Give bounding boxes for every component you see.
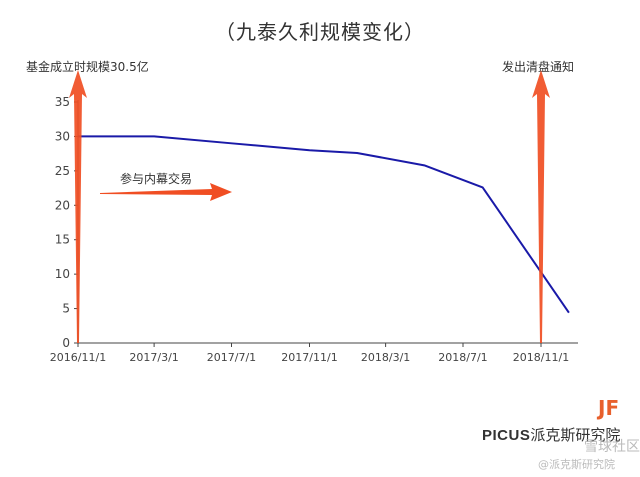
arrow-fund-launch	[69, 70, 87, 343]
brand-label: PICUS派克斯研究院	[482, 424, 620, 445]
annotation-liquidation-notice: 发出清盘通知	[502, 60, 575, 74]
x-tick-label: 2017/3/1	[129, 351, 178, 364]
y-tick-label: 0	[62, 336, 70, 350]
y-tick-label: 25	[55, 164, 70, 178]
arrow-insider-trading	[100, 183, 232, 201]
x-tick-label: 2018/11/1	[513, 351, 569, 364]
watermark-author: @派克斯研究院	[538, 458, 615, 471]
x-tick-label: 2017/11/1	[281, 351, 337, 364]
annotation-fund-launch: 基金成立时规模30.5亿	[26, 60, 149, 74]
x-tick-label: 2018/3/1	[361, 351, 410, 364]
arrow-liquidation-notice	[532, 70, 550, 343]
y-tick-label: 35	[55, 95, 70, 109]
chart-title: （九泰久利规模变化）	[215, 20, 425, 44]
series-line	[78, 135, 570, 314]
x-tick-label: 2017/7/1	[207, 351, 256, 364]
x-tick-label: 2018/7/1	[438, 351, 487, 364]
y-tick-label: 10	[55, 267, 70, 281]
y-tick-label: 15	[55, 233, 70, 247]
y-tick-label: 5	[62, 302, 70, 316]
y-tick-label: 20	[55, 198, 70, 212]
brand-cn: 派克斯研究院	[530, 427, 621, 444]
annotation-insider-trading: 参与内幕交易	[120, 172, 193, 186]
brand-en: PICUS	[482, 427, 531, 444]
x-tick-label: 2016/11/1	[50, 351, 106, 364]
y-tick-label: 30	[55, 129, 70, 143]
watermark-community: 雪球社区	[584, 439, 640, 455]
brand-logo-mark: JF	[598, 396, 620, 420]
